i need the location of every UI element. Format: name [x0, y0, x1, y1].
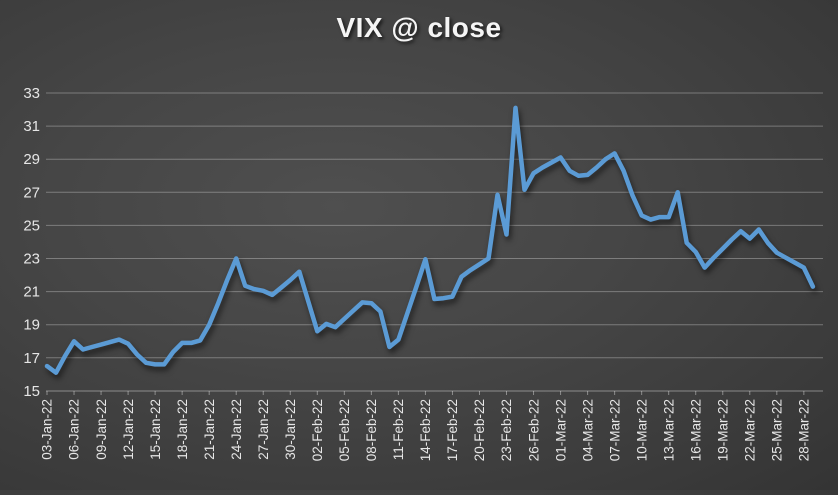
x-axis-tick-label: 07-Mar-22 [607, 399, 622, 461]
x-axis-tick-label: 24-Jan-22 [229, 399, 244, 460]
x-axis-tick-label: 01-Mar-22 [553, 399, 568, 461]
x-axis-tick-label: 19-Mar-22 [715, 399, 730, 461]
vix-close-line [44, 105, 816, 375]
x-axis-tick-label: 25-Mar-22 [770, 399, 785, 461]
x-axis-tick-label: 04-Mar-22 [580, 399, 595, 461]
x-axis-tick-label: 02-Feb-22 [310, 399, 325, 461]
y-axis-tick-label: 31 [23, 118, 40, 135]
x-axis-tick-label: 30-Jan-22 [283, 399, 298, 460]
x-axis-tick-label: 18-Jan-22 [175, 399, 190, 460]
x-axis-tick-label: 08-Feb-22 [364, 399, 379, 461]
y-axis-tick-label: 23 [23, 251, 40, 268]
x-axis-tick-label: 21-Jan-22 [202, 399, 217, 460]
x-axis-tick-label: 13-Mar-22 [661, 399, 676, 461]
x-axis-tick-label: 17-Feb-22 [445, 399, 460, 461]
x-axis-tick-label: 22-Mar-22 [743, 399, 758, 461]
y-axis-tick-label: 21 [23, 284, 40, 301]
x-axis-tick-label: 11-Feb-22 [391, 399, 406, 460]
y-axis-tick-label: 29 [23, 151, 40, 168]
x-axis-tick-label: 20-Feb-22 [472, 399, 487, 461]
chart-title: VIX @ close [336, 12, 502, 43]
x-axis-tick-label: 10-Mar-22 [634, 399, 649, 461]
x-axis-tick-label: 09-Jan-22 [94, 399, 109, 460]
x-axis-tick-label: 26-Feb-22 [526, 399, 541, 461]
y-axis-tick-label: 25 [23, 217, 40, 234]
x-axis-tick-label: 06-Jan-22 [67, 399, 82, 460]
y-axis-tick-label: 33 [23, 85, 40, 102]
y-axis-tick-label: 27 [23, 184, 40, 201]
y-axis-tick-label: 17 [23, 350, 40, 367]
x-axis-tick-label: 15-Jan-22 [148, 399, 163, 460]
x-axis-tick-label: 03-Jan-22 [40, 399, 55, 460]
x-axis-tick-label: 27-Jan-22 [256, 399, 271, 460]
x-axis-tick-label: 16-Mar-22 [688, 399, 703, 461]
y-axis-tick-label: 19 [23, 317, 40, 334]
y-axis-tick-label: 15 [23, 383, 40, 400]
x-axis-tick-label: 14-Feb-22 [418, 399, 433, 461]
x-axis-tick-label: 28-Mar-22 [797, 399, 812, 461]
x-axis-tick-label: 23-Feb-22 [499, 399, 514, 461]
x-axis-tick-label: 12-Jan-22 [121, 399, 136, 460]
x-axis-tick-label: 05-Feb-22 [337, 399, 352, 461]
